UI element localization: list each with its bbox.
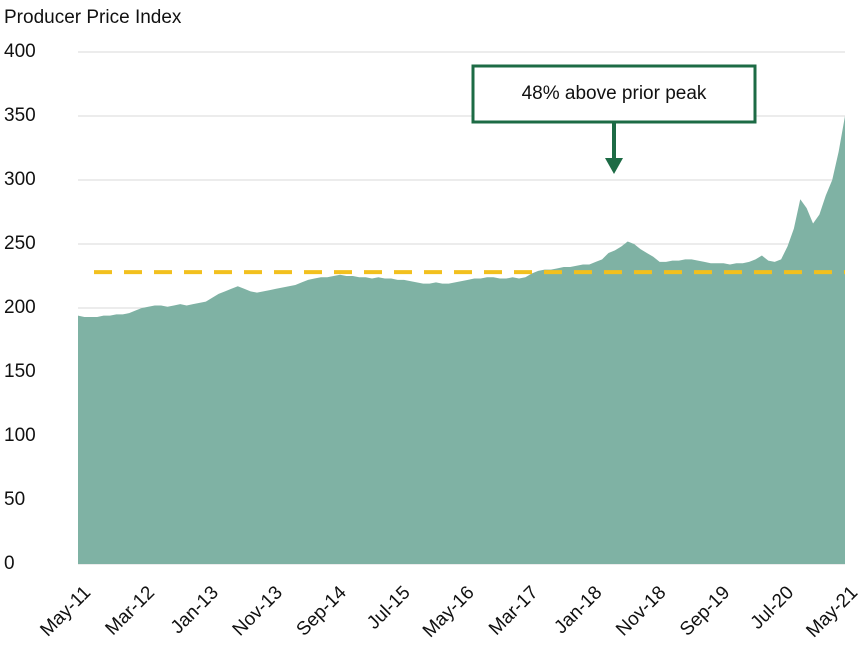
x-tick-label: Mar-17 (485, 582, 542, 639)
x-tick-label: May-11 (36, 582, 95, 641)
y-tick-label: 350 (4, 105, 36, 126)
x-tick-label: Nov-18 (612, 582, 670, 640)
y-tick-label: 50 (4, 489, 25, 510)
x-tick-label: Sep-19 (676, 582, 734, 640)
x-tick-label: Jan-18 (550, 582, 606, 638)
x-tick-label: May-21 (802, 582, 862, 642)
x-tick-label: Jul-20 (747, 582, 798, 633)
x-tick-label: Sep-14 (293, 582, 351, 640)
chart-title: Producer Price Index (4, 7, 182, 28)
area (78, 116, 845, 564)
y-tick-label: 250 (4, 233, 36, 254)
x-tick-label: May-16 (419, 582, 479, 642)
y-tick-label: 0 (4, 553, 15, 574)
y-tick-label: 300 (4, 169, 36, 190)
x-tick-label: Nov-13 (229, 582, 287, 640)
x-tick-label: Jul-15 (363, 582, 414, 633)
y-tick-label: 150 (4, 361, 36, 382)
y-tick-label: 200 (4, 297, 36, 318)
y-tick-label: 100 (4, 425, 36, 446)
x-tick-label: Jan-13 (167, 582, 223, 638)
y-tick-label: 400 (4, 41, 36, 62)
x-tick-label: Mar-12 (102, 582, 159, 639)
annotation-arrowhead (605, 158, 623, 174)
annotation-text: 48% above prior peak (522, 83, 707, 104)
